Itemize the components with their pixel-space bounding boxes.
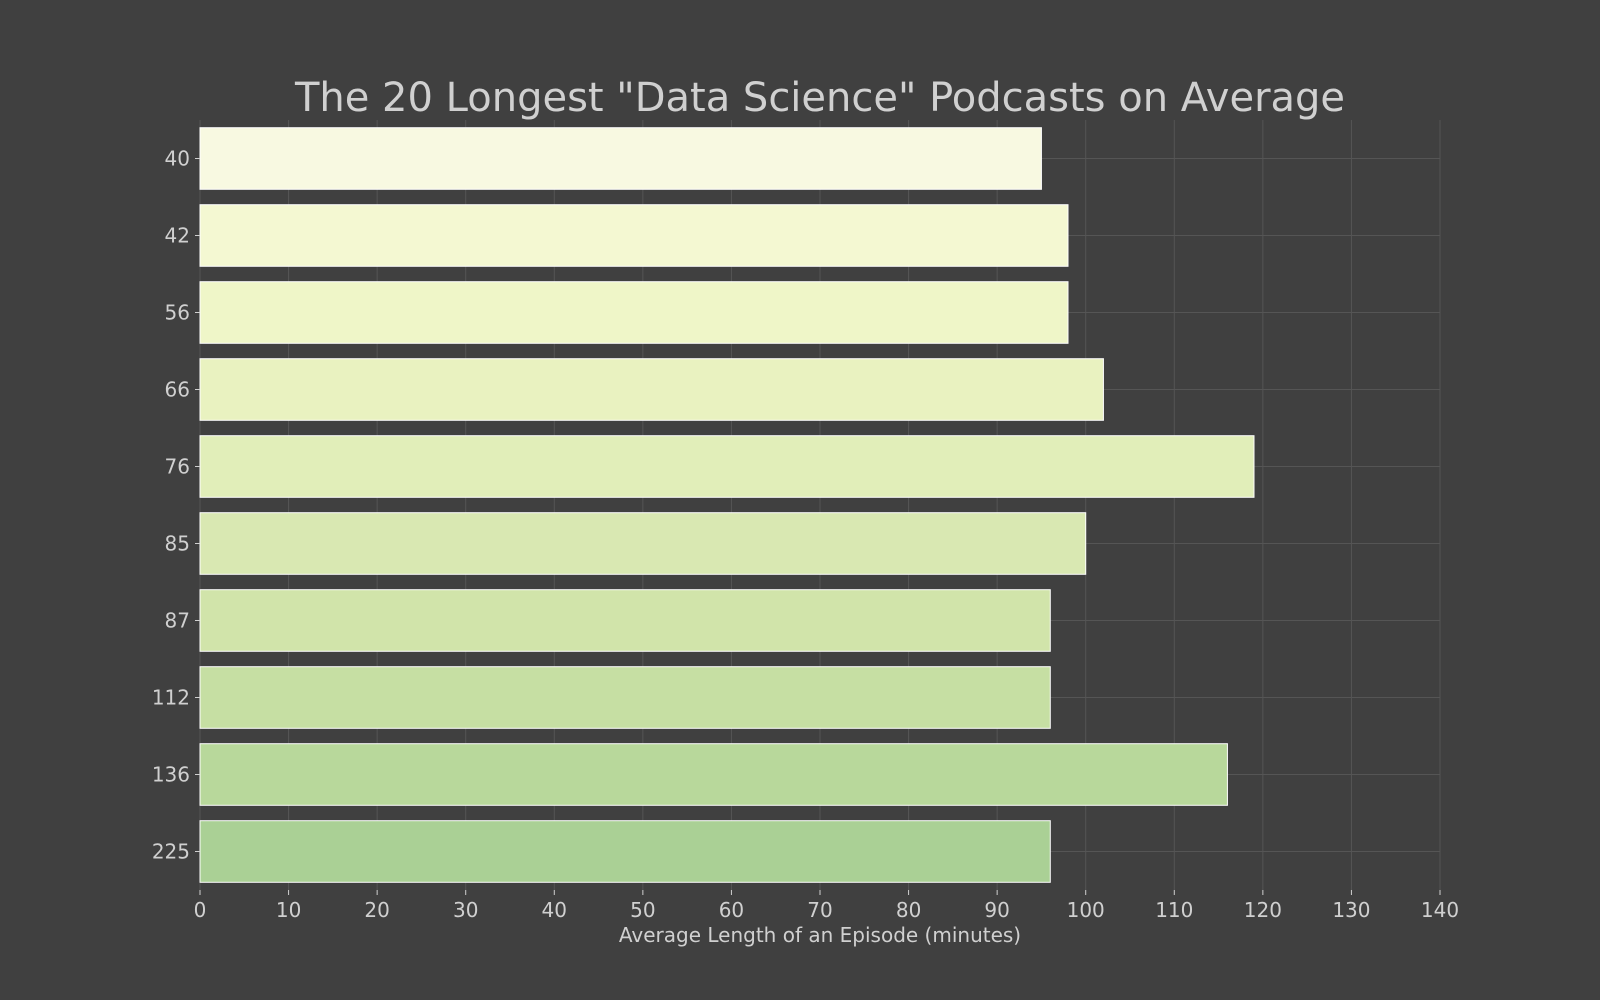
x-tick-label: 0 — [194, 898, 207, 922]
bar-66 — [199, 358, 1104, 421]
y-tick-label: 76 — [165, 455, 190, 479]
bar-225 — [199, 820, 1051, 883]
x-tick-label: 100 — [1067, 898, 1105, 922]
y-tick-label: 136 — [152, 763, 190, 787]
bar-136 — [199, 743, 1228, 806]
x-tick-label: 70 — [807, 898, 832, 922]
y-axis-ticks: 40 42 56 66 76 85 87 112 136 225 — [152, 147, 200, 864]
y-tick-label: 66 — [165, 378, 190, 402]
y-tick-label: 87 — [165, 609, 190, 633]
x-axis-ticks: 0 10 20 30 40 50 60 70 80 90 100 110 120 130 140 — [194, 890, 1459, 922]
bar-85 — [199, 512, 1087, 575]
y-tick-label: 56 — [165, 301, 190, 325]
bar-112 — [199, 666, 1051, 729]
bar-40 — [199, 127, 1042, 190]
x-tick-label: 140 — [1421, 898, 1459, 922]
bar-87 — [199, 589, 1051, 652]
x-tick-label: 50 — [630, 898, 655, 922]
x-tick-label: 120 — [1244, 898, 1282, 922]
x-tick-label: 30 — [453, 898, 478, 922]
x-axis-label: Average Length of an Episode (minutes) — [619, 923, 1021, 947]
x-tick-label: 40 — [542, 898, 567, 922]
y-tick-label: 40 — [165, 147, 190, 171]
x-tick-label: 60 — [719, 898, 744, 922]
x-tick-label: 110 — [1155, 898, 1193, 922]
bars — [199, 127, 1255, 883]
y-tick-label: 225 — [152, 840, 190, 864]
chart-title: The 20 Longest "Data Science" Podcasts o… — [294, 75, 1345, 121]
x-tick-label: 10 — [276, 898, 301, 922]
x-tick-label: 90 — [984, 898, 1009, 922]
x-tick-label: 80 — [896, 898, 921, 922]
y-tick-label: 42 — [165, 224, 190, 248]
x-tick-label: 130 — [1332, 898, 1370, 922]
x-tick-label: 20 — [364, 898, 389, 922]
bar-56 — [199, 281, 1069, 344]
bar-42 — [199, 204, 1069, 267]
bar-76 — [199, 435, 1255, 498]
y-tick-label: 85 — [165, 532, 190, 556]
y-tick-label: 112 — [152, 686, 190, 710]
